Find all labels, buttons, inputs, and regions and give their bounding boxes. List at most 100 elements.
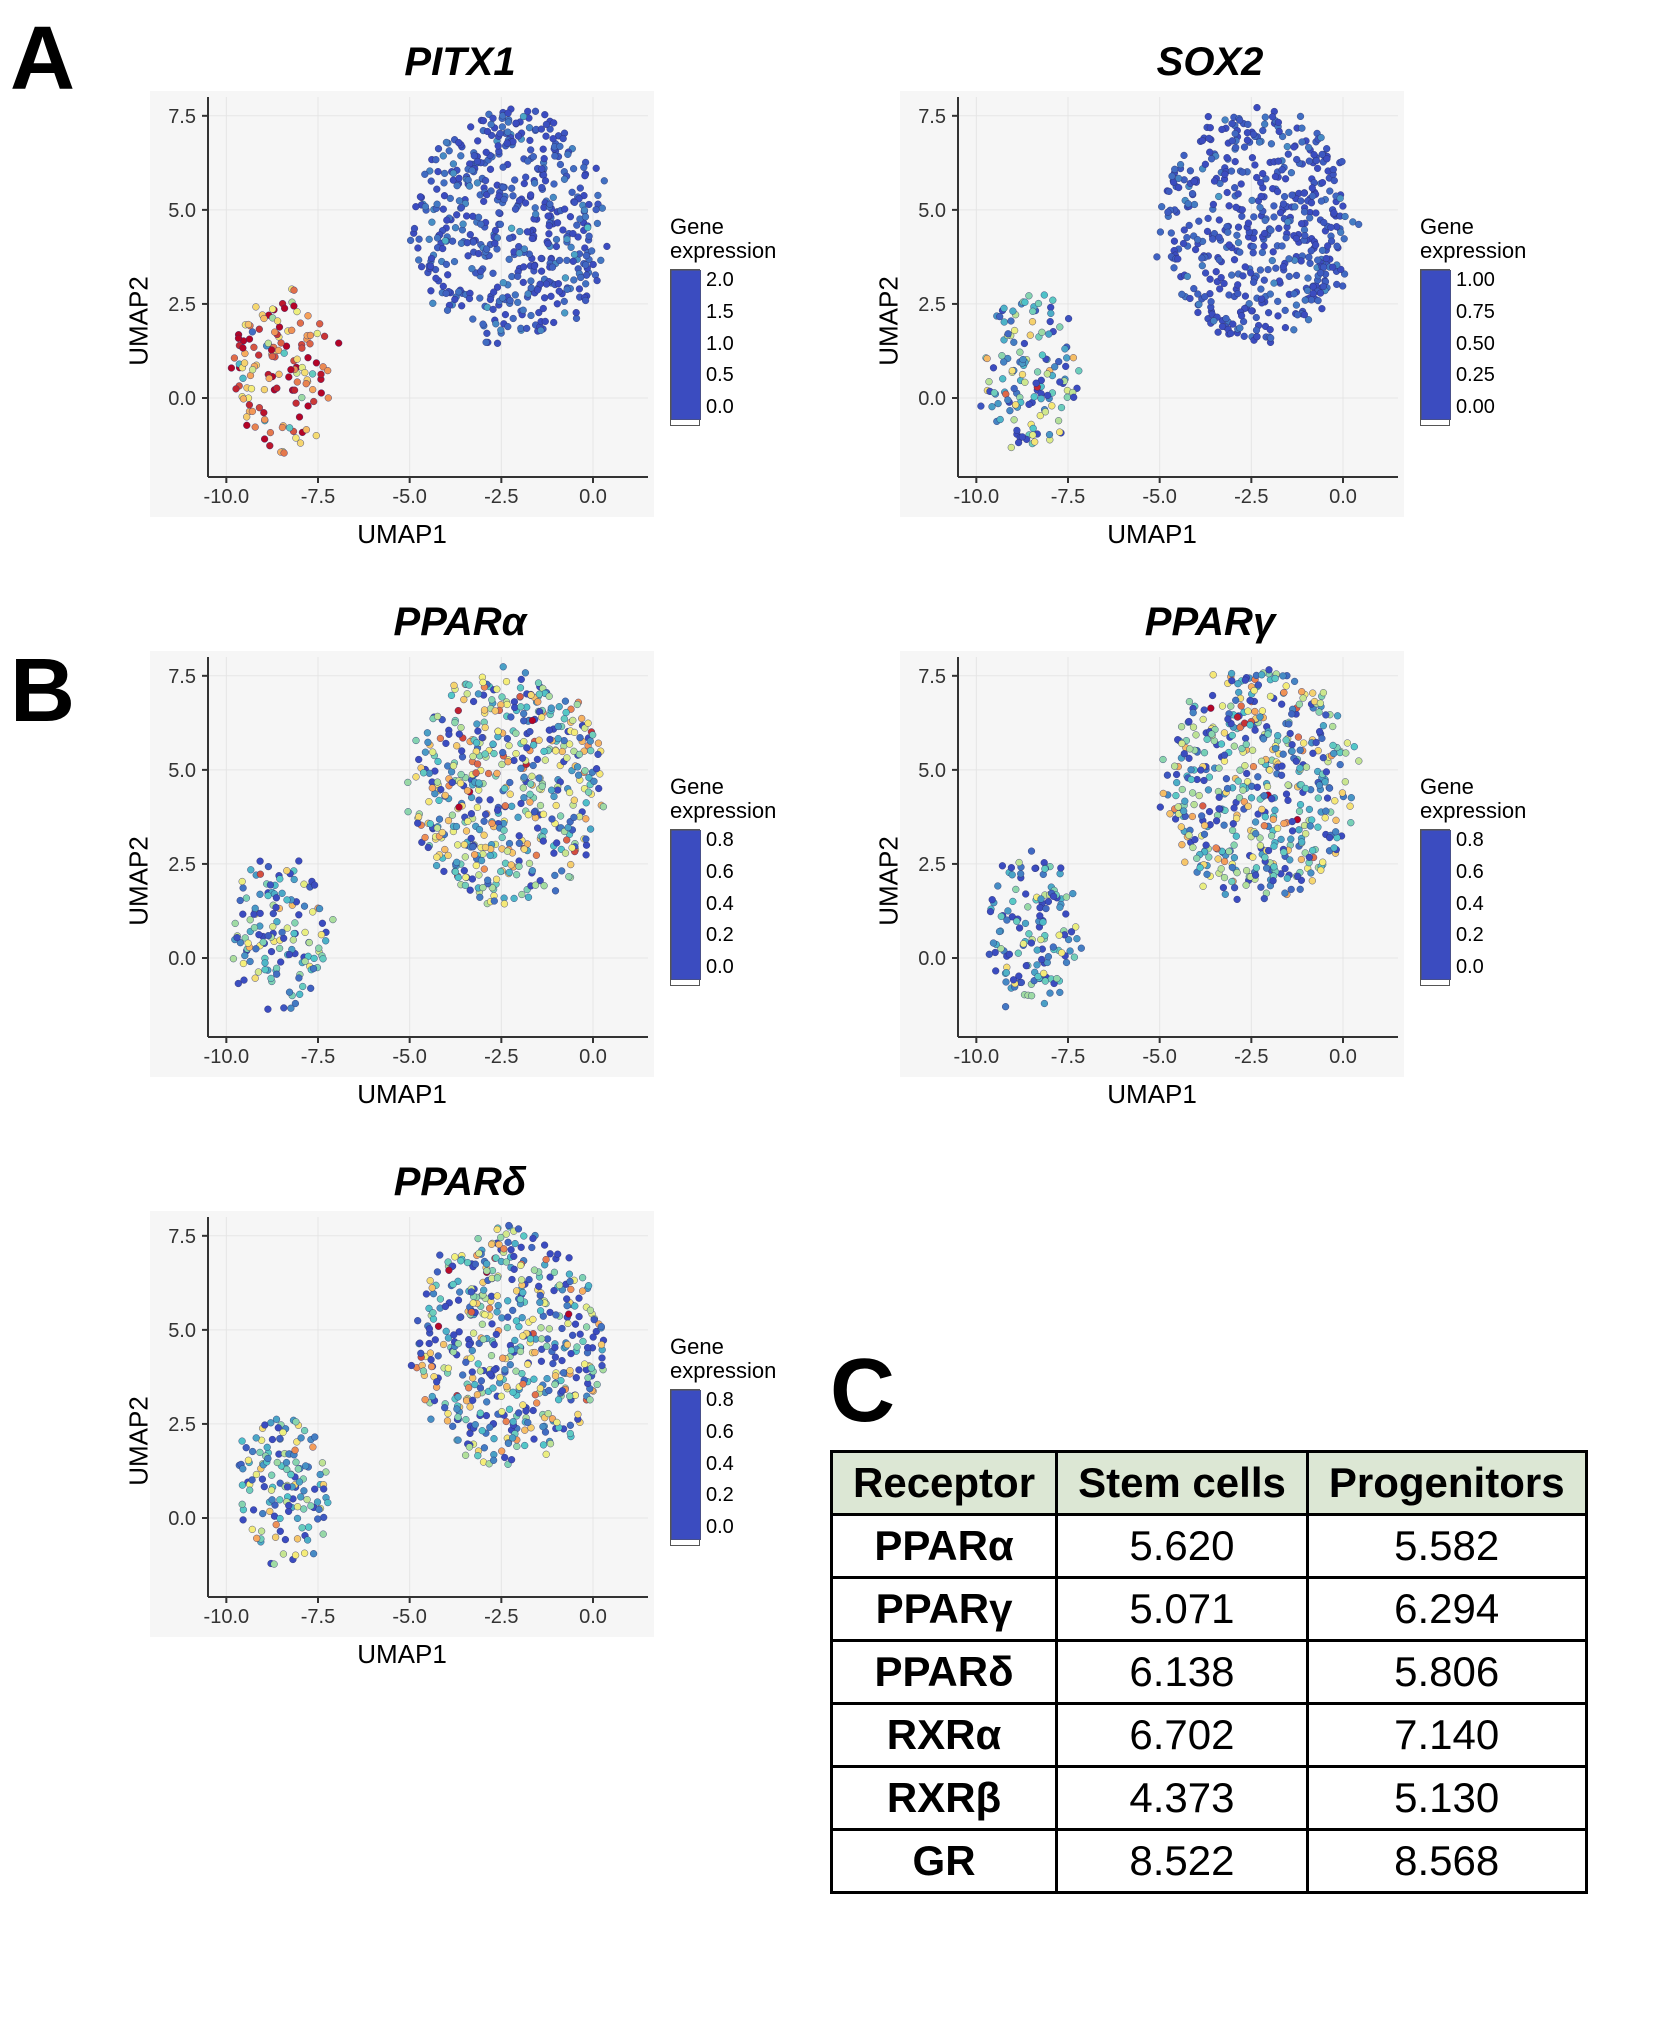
receptor-name: PPARδ: [832, 1641, 1057, 1704]
stem-cells-value: 6.702: [1057, 1704, 1308, 1767]
colorbar: [670, 269, 700, 426]
umap-chart-ppard: PPARδ UMAP2 -10.0-7.5-5.0-2.50.00.02.55.…: [150, 1160, 850, 1670]
svg-text:0.0: 0.0: [579, 486, 607, 508]
table-header: Progenitors: [1307, 1452, 1586, 1515]
svg-text:7.5: 7.5: [168, 106, 196, 128]
legend-ticks: 0.80.60.40.20.0: [1456, 829, 1484, 979]
svg-text:7.5: 7.5: [918, 106, 946, 128]
svg-text:-10.0: -10.0: [204, 1046, 250, 1068]
svg-text:5.0: 5.0: [168, 200, 196, 222]
umap-plot: -10.0-7.5-5.0-2.50.00.02.55.07.5: [150, 651, 654, 1077]
y-axis-label: UMAP2: [123, 836, 154, 926]
svg-text:-5.0: -5.0: [392, 486, 426, 508]
svg-text:5.0: 5.0: [918, 200, 946, 222]
svg-text:0.0: 0.0: [1329, 486, 1357, 508]
legend-title: Geneexpression: [1420, 215, 1526, 263]
umap-plot: -10.0-7.5-5.0-2.50.00.02.55.07.5: [150, 1211, 654, 1637]
svg-text:0.0: 0.0: [168, 1508, 196, 1530]
svg-text:-7.5: -7.5: [1051, 1046, 1085, 1068]
progenitors-value: 8.568: [1307, 1830, 1586, 1893]
umap-chart-pparg: PPARγ UMAP2 -10.0-7.5-5.0-2.50.00.02.55.…: [900, 600, 1600, 1110]
progenitors-value: 5.130: [1307, 1767, 1586, 1830]
legend-title: Geneexpression: [670, 215, 776, 263]
svg-text:-5.0: -5.0: [1142, 1046, 1176, 1068]
svg-text:2.5: 2.5: [918, 294, 946, 316]
y-axis-label: UMAP2: [873, 836, 904, 926]
svg-text:0.0: 0.0: [918, 948, 946, 970]
stem-cells-value: 6.138: [1057, 1641, 1308, 1704]
x-axis-label: UMAP1: [150, 1079, 654, 1110]
svg-text:0.0: 0.0: [579, 1046, 607, 1068]
svg-text:7.5: 7.5: [168, 1226, 196, 1248]
legend-title: Geneexpression: [670, 1335, 776, 1383]
svg-text:2.5: 2.5: [168, 854, 196, 876]
svg-text:-5.0: -5.0: [392, 1046, 426, 1068]
chart-title: SOX2: [820, 40, 1600, 85]
colorbar-legend: Geneexpression 2.01.51.00.50.0: [670, 215, 776, 426]
umap-plot: -10.0-7.5-5.0-2.50.00.02.55.07.5: [150, 91, 654, 517]
svg-text:0.0: 0.0: [579, 1606, 607, 1628]
umap-plot: -10.0-7.5-5.0-2.50.00.02.55.07.5: [900, 651, 1404, 1077]
x-axis-label: UMAP1: [150, 519, 654, 550]
umap-plot: -10.0 -7.5 -5.0 -2.5 0.0 0.0 2.5 5.0 7.5: [900, 91, 1404, 517]
legend-title: Geneexpression: [670, 775, 776, 823]
panel-label-b: B: [10, 640, 75, 743]
table-row: RXRα6.7027.140: [832, 1704, 1587, 1767]
colorbar-legend: Geneexpression 0.80.60.40.20.0: [670, 1335, 776, 1546]
receptor-name: PPARγ: [832, 1578, 1057, 1641]
receptor-name: GR: [832, 1830, 1057, 1893]
x-axis-label: UMAP1: [150, 1639, 654, 1670]
colorbar: [670, 1389, 700, 1546]
x-axis-label: UMAP1: [900, 519, 1404, 550]
legend-title: Geneexpression: [1420, 775, 1526, 823]
y-axis-label: UMAP2: [873, 276, 904, 366]
stem-cells-value: 8.522: [1057, 1830, 1308, 1893]
table-row: PPARδ6.1385.806: [832, 1641, 1587, 1704]
svg-text:-5.0: -5.0: [1142, 486, 1176, 508]
progenitors-value: 6.294: [1307, 1578, 1586, 1641]
svg-text:7.5: 7.5: [168, 666, 196, 688]
table-row: GR8.5228.568: [832, 1830, 1587, 1893]
colorbar: [670, 829, 700, 986]
svg-text:0.0: 0.0: [168, 388, 196, 410]
svg-text:5.0: 5.0: [168, 760, 196, 782]
table-header: Stem cells: [1057, 1452, 1308, 1515]
receptor-name: RXRβ: [832, 1767, 1057, 1830]
svg-text:-10.0: -10.0: [954, 486, 1000, 508]
svg-text:2.5: 2.5: [168, 1414, 196, 1436]
chart-title: PPARδ: [70, 1160, 850, 1205]
svg-text:0.0: 0.0: [168, 948, 196, 970]
svg-text:-10.0: -10.0: [204, 486, 250, 508]
x-axis-label: UMAP1: [900, 1079, 1404, 1110]
svg-text:-7.5: -7.5: [301, 1046, 335, 1068]
svg-text:-2.5: -2.5: [484, 1606, 518, 1628]
stem-cells-value: 5.620: [1057, 1515, 1308, 1578]
table-header: Receptor: [832, 1452, 1057, 1515]
progenitors-value: 7.140: [1307, 1704, 1586, 1767]
svg-text:-10.0: -10.0: [954, 1046, 1000, 1068]
svg-text:2.5: 2.5: [918, 854, 946, 876]
panel-label-a: A: [10, 8, 75, 111]
svg-text:7.5: 7.5: [918, 666, 946, 688]
stem-cells-value: 5.071: [1057, 1578, 1308, 1641]
umap-chart-sox2: SOX2 UMAP2 -10.0-7.5-5.0-2.50.00.02.55.0…: [900, 40, 1600, 550]
svg-text:-7.5: -7.5: [301, 1606, 335, 1628]
colorbar: [1420, 829, 1450, 986]
svg-text:-2.5: -2.5: [1234, 486, 1268, 508]
svg-text:-7.5: -7.5: [1051, 486, 1085, 508]
svg-text:-10.0: -10.0: [204, 1606, 250, 1628]
progenitors-value: 5.582: [1307, 1515, 1586, 1578]
legend-ticks: 1.000.750.500.250.00: [1456, 269, 1495, 419]
svg-text:-2.5: -2.5: [1234, 1046, 1268, 1068]
stem-cells-value: 4.373: [1057, 1767, 1308, 1830]
colorbar: [1420, 269, 1450, 426]
svg-text:0.0: 0.0: [918, 388, 946, 410]
svg-text:0.0: 0.0: [1329, 1046, 1357, 1068]
y-axis-label: UMAP2: [123, 276, 154, 366]
chart-title: PPARα: [70, 600, 850, 645]
y-axis-label: UMAP2: [123, 1396, 154, 1486]
receptor-name: PPARα: [832, 1515, 1057, 1578]
table-row: PPARα5.6205.582: [832, 1515, 1587, 1578]
legend-ticks: 2.01.51.00.50.0: [706, 269, 734, 419]
svg-text:-7.5: -7.5: [301, 486, 335, 508]
